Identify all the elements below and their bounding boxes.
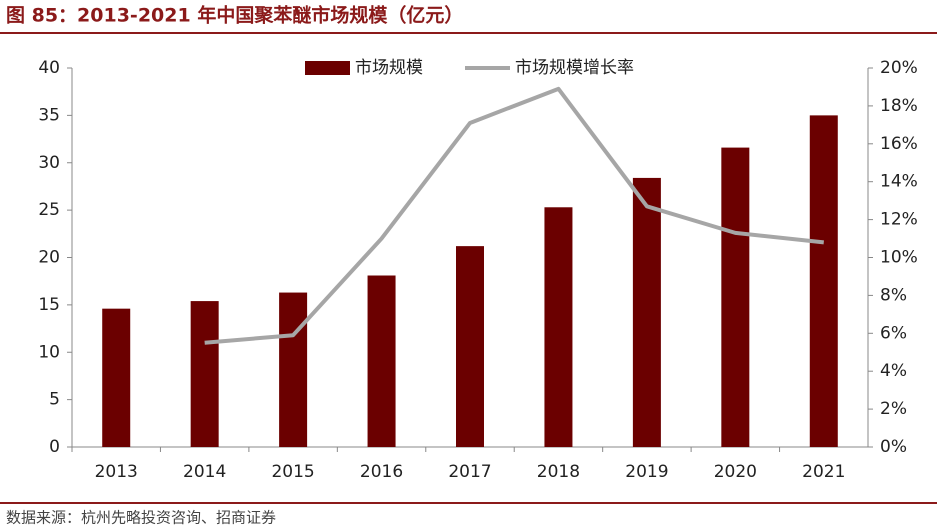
y-tick-label: 0	[49, 437, 60, 457]
x-tick-label: 2014	[183, 462, 226, 482]
x-tick-label: 2015	[271, 462, 314, 482]
x-tick-label: 2017	[448, 462, 491, 482]
x-tick-label: 2013	[95, 462, 138, 482]
y-tick-label: 20	[38, 248, 60, 268]
y-tick-label: 5	[49, 390, 60, 410]
chart-title: 图 85：2013-2021 年中国聚苯醚市场规模（亿元）	[6, 4, 463, 27]
line	[204, 86, 824, 345]
y2-tick-label: 8%	[880, 285, 907, 305]
source: 数据来源：杭州先略投资咨询、招商证券	[6, 509, 276, 527]
bar	[279, 292, 308, 447]
bar	[102, 308, 131, 447]
bar	[456, 246, 484, 447]
legend-swatch	[305, 61, 350, 75]
y-tick-label: 35	[38, 105, 60, 125]
bar	[721, 147, 750, 447]
y2-tick-label: 20%	[880, 58, 918, 78]
y2-tick-label: 6%	[880, 323, 907, 343]
y2-tick-label: 0%	[880, 437, 907, 457]
bar	[544, 207, 573, 447]
x-tick-label: 2019	[625, 462, 668, 482]
bar	[367, 275, 396, 447]
x-tick-label: 2021	[802, 462, 845, 482]
y-tick-label: 25	[38, 200, 60, 220]
bar	[632, 177, 661, 447]
y2-tick-label: 16%	[880, 134, 918, 154]
bar	[809, 115, 838, 447]
y-tick-label: 10	[38, 342, 60, 362]
y-tick-label: 15	[38, 295, 60, 315]
x-tick-label: 2020	[714, 462, 757, 482]
y2-tick-label: 14%	[880, 172, 918, 192]
y2-tick-label: 10%	[880, 248, 918, 268]
legend-label: 市场规模增长率	[515, 58, 634, 78]
bar	[190, 301, 219, 447]
legend-label: 市场规模	[355, 58, 423, 78]
y2-tick-label: 2%	[880, 399, 907, 419]
y-tick-label: 40	[38, 58, 60, 78]
x-tick-label: 2018	[537, 462, 580, 482]
y2-tick-label: 12%	[880, 210, 918, 230]
x-tick-label: 2016	[360, 462, 403, 482]
y2-tick-label: 18%	[880, 96, 918, 116]
y2-tick-label: 4%	[880, 361, 907, 381]
y-tick-label: 30	[38, 153, 60, 173]
